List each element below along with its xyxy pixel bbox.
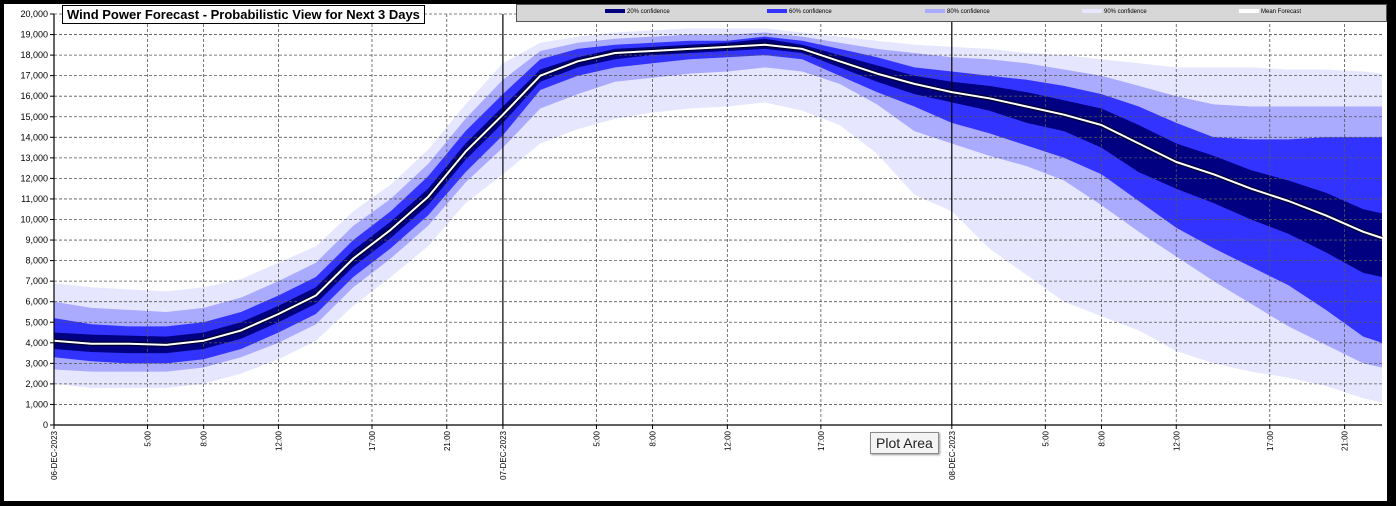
legend-swatch-mean bbox=[1239, 9, 1259, 14]
y-tick-label: 20,000 bbox=[20, 9, 48, 19]
x-hour-label: 12:00 bbox=[274, 430, 283, 451]
y-tick-label: 9,000 bbox=[25, 235, 48, 245]
y-tick-label: 12,000 bbox=[20, 173, 48, 183]
legend-swatch-90 bbox=[1082, 9, 1102, 14]
legend-label-90: 90% confidence bbox=[1104, 9, 1147, 15]
legend-swatch-80 bbox=[925, 9, 945, 14]
axes bbox=[50, 13, 1382, 429]
legend-item-90: 90% confidence bbox=[1082, 8, 1147, 17]
y-tick-label: 16,000 bbox=[20, 91, 48, 101]
legend-swatch-20 bbox=[605, 9, 625, 14]
x-hour-label: 5:00 bbox=[592, 430, 601, 446]
band-20-confidence bbox=[54, 38, 1382, 354]
y-tick-label: 7,000 bbox=[25, 276, 48, 286]
y-tick-label: 14,000 bbox=[20, 132, 48, 142]
legend-label-20: 20% confidence bbox=[627, 9, 670, 15]
y-tick-label: 15,000 bbox=[20, 112, 48, 122]
wind-power-chart[interactable]: 0 1,000 2,000 3,000 4,000 5,000 6,000 7,000 8,00… bbox=[4, 4, 1387, 501]
legend-item-20: 20% confidence bbox=[605, 8, 670, 17]
x-axis-tick-labels: 06-DEC-2023 5:00 8:00 12:00 17:00 21:00 07-DEC… bbox=[50, 430, 1350, 479]
y-tick-label: 3,000 bbox=[25, 358, 48, 368]
x-date-label: 08-DEC-2023 bbox=[948, 430, 957, 479]
x-hour-label: 8:00 bbox=[649, 430, 658, 446]
chart-frame: 0 1,000 2,000 3,000 4,000 5,000 6,000 7,000 8,00… bbox=[4, 4, 1387, 501]
confidence-bands bbox=[54, 28, 1382, 403]
chart-legend[interactable]: 20% confidence 60% confidence 80% confid… bbox=[516, 4, 1387, 22]
legend-item-mean: Mean Forecast bbox=[1239, 8, 1301, 17]
legend-label-mean: Mean Forecast bbox=[1261, 9, 1302, 15]
x-hour-label: 17:00 bbox=[368, 430, 377, 451]
x-hour-label: 17:00 bbox=[817, 430, 826, 451]
x-hour-label: 12:00 bbox=[723, 430, 732, 451]
y-tick-label: 1,000 bbox=[25, 399, 48, 409]
mean-forecast-group bbox=[53, 42, 1383, 348]
y-tick-label: 5,000 bbox=[25, 317, 48, 327]
chart-title: Wind Power Forecast - Probabilistic View… bbox=[62, 5, 425, 24]
y-tick-label: 11,000 bbox=[21, 194, 48, 204]
y-axis-tick-labels: 0 1,000 2,000 3,000 4,000 5,000 6,000 7,000 8,00… bbox=[20, 9, 48, 430]
y-tick-label: 8,000 bbox=[25, 256, 48, 266]
y-tick-label: 19,000 bbox=[20, 30, 48, 40]
y-tick-label: 6,000 bbox=[25, 297, 48, 307]
grid-lines bbox=[54, 13, 1382, 425]
legend-item-60: 60% confidence bbox=[767, 8, 832, 17]
x-date-label: 06-DEC-2023 bbox=[50, 430, 59, 479]
mean-forecast-line bbox=[53, 43, 1383, 346]
y-tick-label: 18,000 bbox=[20, 50, 48, 60]
plot-area-tooltip: Plot Area bbox=[870, 432, 939, 454]
y-tick-label: 4,000 bbox=[25, 338, 48, 348]
legend-label-80: 80% confidence bbox=[947, 9, 990, 15]
x-hour-label: 5:00 bbox=[144, 430, 153, 446]
y-tick-label: 0 bbox=[43, 420, 48, 430]
y-tick-label: 10,000 bbox=[20, 215, 48, 225]
y-tick-label: 2,000 bbox=[25, 379, 48, 389]
y-tick-label: 17,000 bbox=[20, 71, 48, 81]
y-tick-label: 13,000 bbox=[20, 153, 48, 163]
legend-swatch-60 bbox=[767, 9, 787, 14]
x-hour-label: 21:00 bbox=[443, 430, 452, 451]
x-hour-label: 12:00 bbox=[1172, 430, 1181, 451]
x-hour-label: 17:00 bbox=[1266, 430, 1275, 451]
x-hour-label: 8:00 bbox=[1097, 430, 1106, 446]
x-hour-label: 21:00 bbox=[1341, 430, 1350, 451]
x-hour-label: 8:00 bbox=[200, 430, 209, 446]
x-hour-label: 5:00 bbox=[1041, 430, 1050, 446]
legend-label-60: 60% confidence bbox=[789, 9, 832, 15]
legend-item-80: 80% confidence bbox=[925, 8, 990, 17]
x-date-label: 07-DEC-2023 bbox=[499, 430, 508, 479]
